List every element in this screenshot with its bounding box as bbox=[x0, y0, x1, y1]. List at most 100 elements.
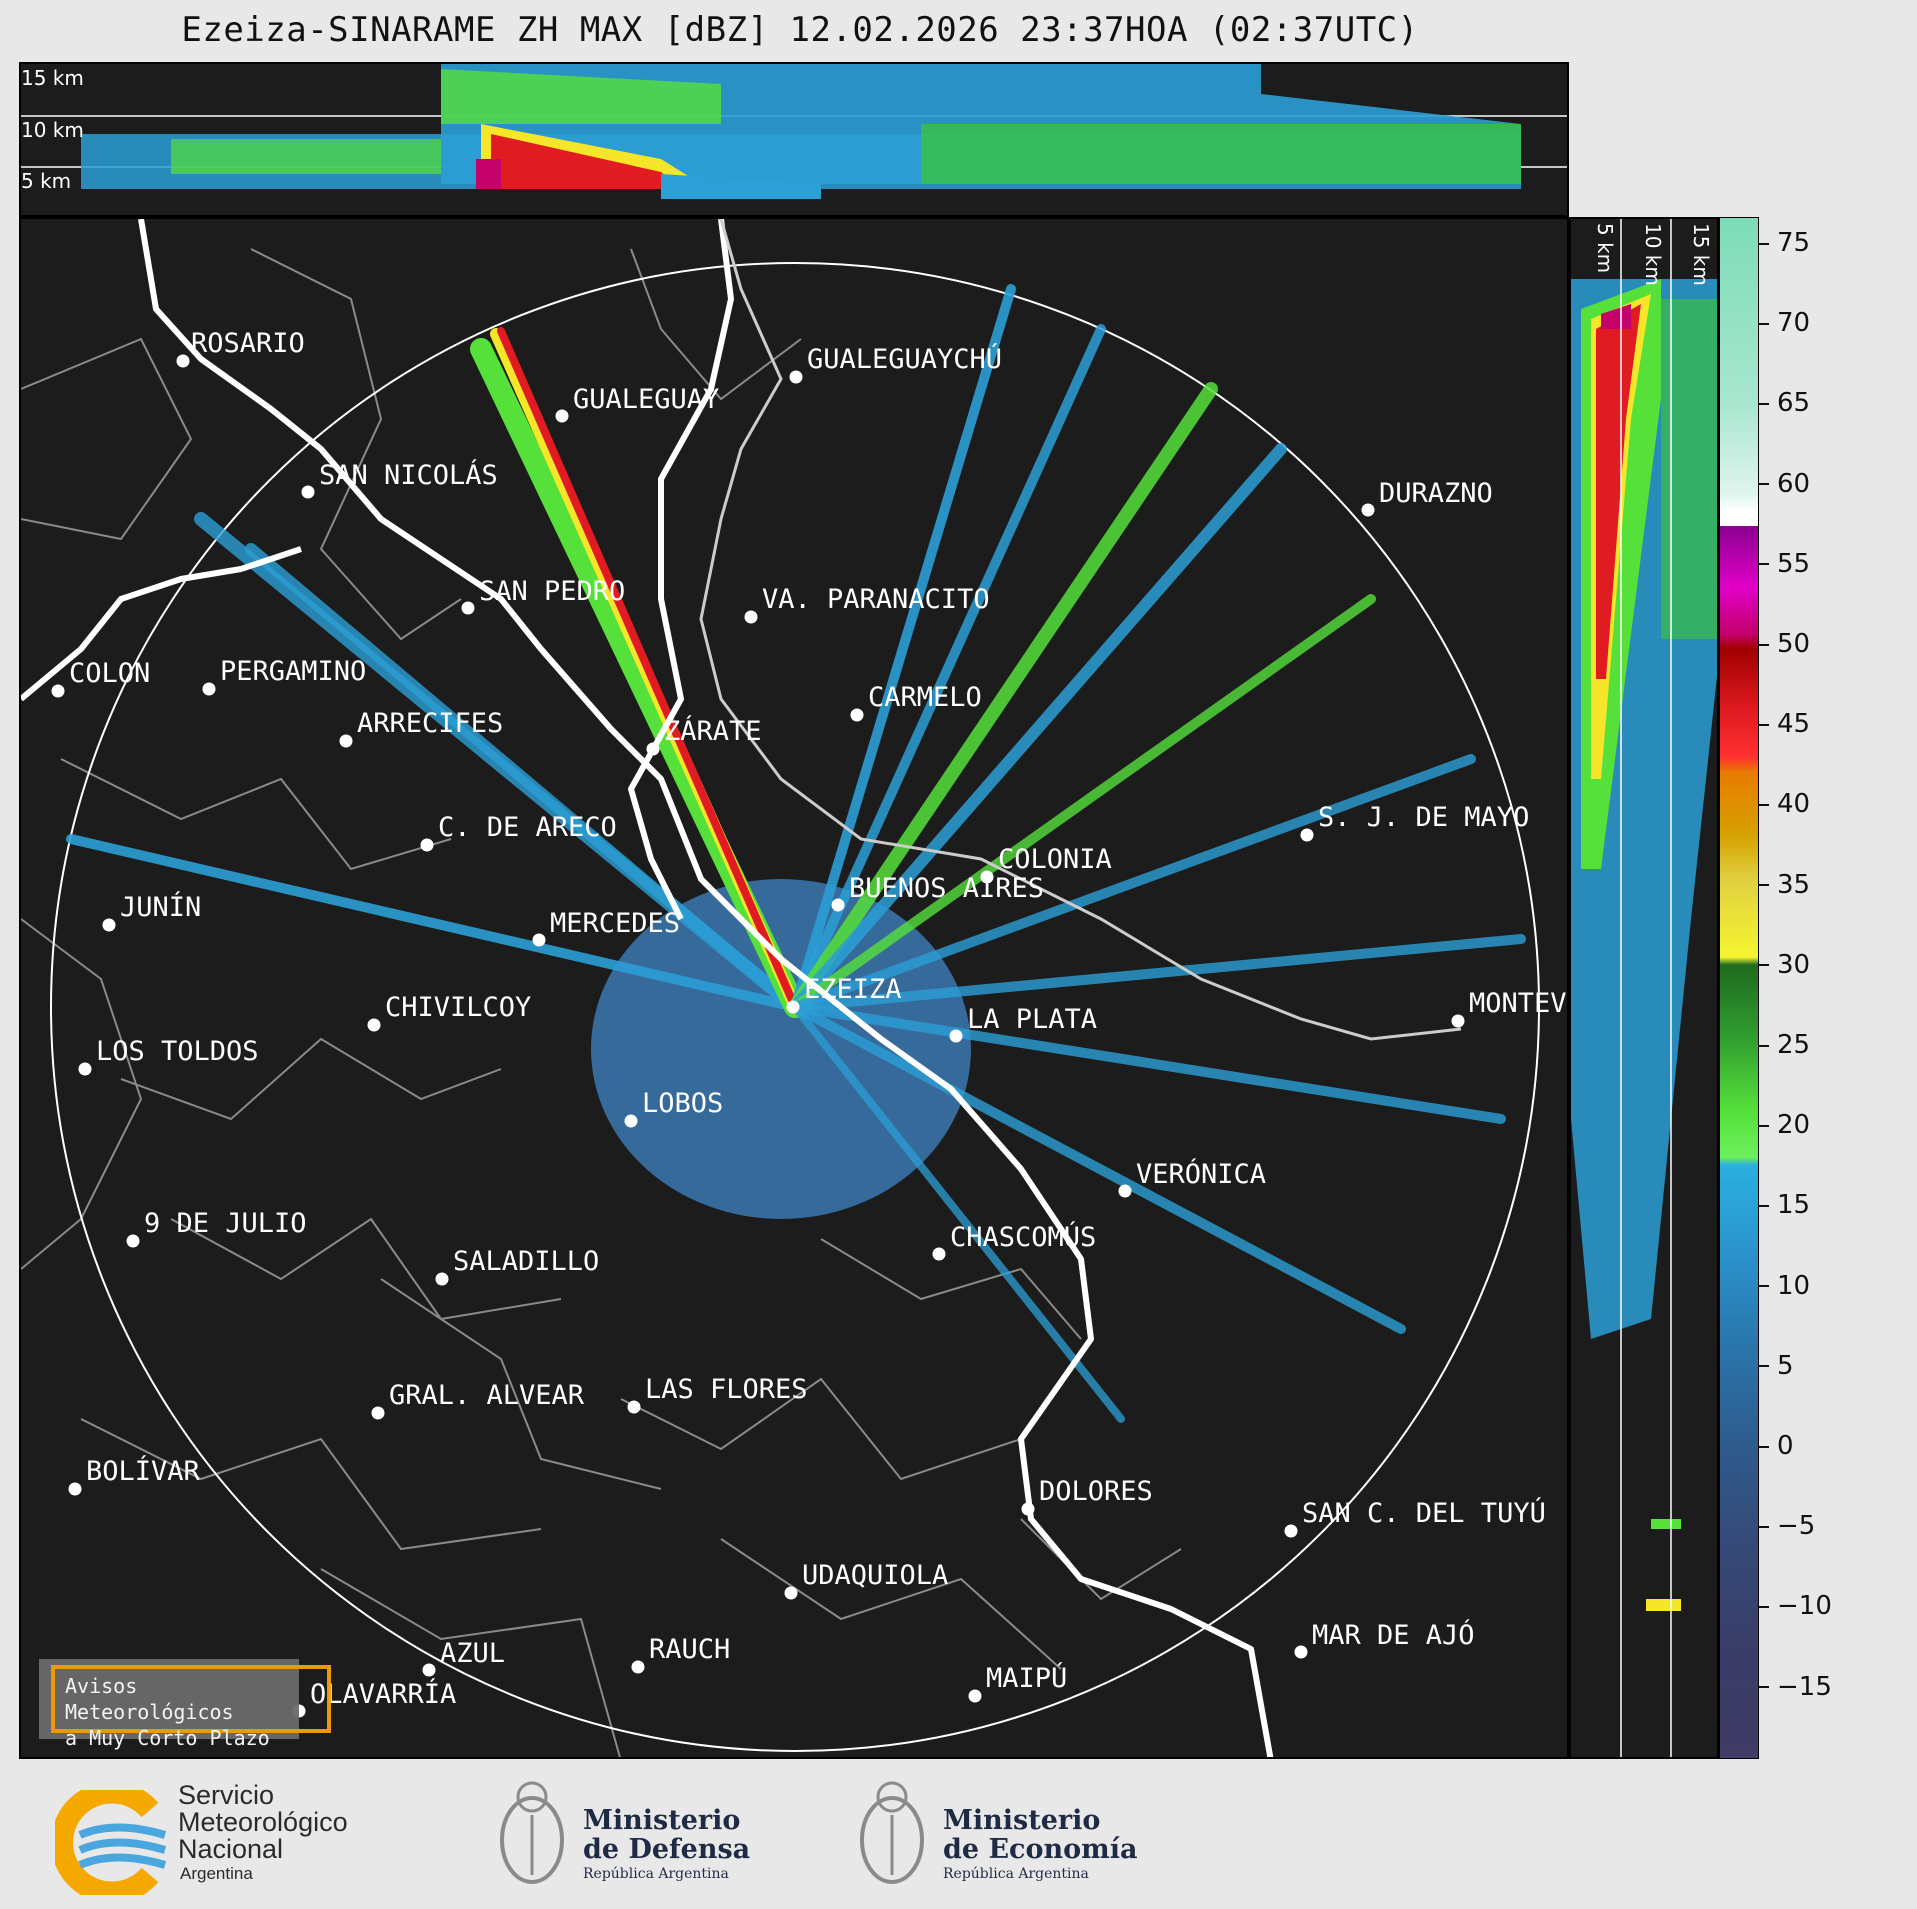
city-label-los-toldos: LOS TOLDOS bbox=[96, 1036, 259, 1067]
city-label-va-paranacito: VA. PARANACITO bbox=[762, 584, 990, 615]
city-marker-pergamino bbox=[202, 682, 216, 696]
smn-country: Argentina bbox=[180, 1864, 253, 1883]
side-cross-section-plot bbox=[1571, 219, 1717, 1757]
colorbar-tick-label: 40 bbox=[1759, 789, 1810, 819]
city-marker-rauch bbox=[631, 1660, 645, 1674]
economia-title-line2: de Economía bbox=[943, 1834, 1138, 1865]
warning-box-line1: Avisos Meteorológicos bbox=[65, 1674, 234, 1724]
warning-box[interactable]: Avisos Meteorológicos a Muy Corto Plazo bbox=[39, 1659, 331, 1750]
defensa-title-line1: Ministerio bbox=[583, 1805, 741, 1836]
colorbar-tick-label: 50 bbox=[1759, 629, 1810, 659]
chart-title: Ezeiza-SINARAME ZH MAX [dBZ] 12.02.2026 … bbox=[181, 10, 1419, 50]
city-label-san-nicolas: SAN NICOLÁS bbox=[319, 459, 498, 491]
city-marker-zarate bbox=[646, 742, 660, 756]
defensa-title-line2: de Defensa bbox=[583, 1834, 751, 1865]
colorbar-tick-label: 0 bbox=[1759, 1431, 1794, 1461]
city-marker-chascomus bbox=[932, 1247, 946, 1261]
city-label-saladillo: SALADILLO bbox=[453, 1246, 599, 1277]
city-label-junin: JUNÍN bbox=[120, 891, 201, 923]
city-marker-gral-alvear bbox=[371, 1406, 385, 1420]
city-label-maipu: MAIPÚ bbox=[986, 1662, 1067, 1694]
city-marker-saladillo bbox=[435, 1272, 449, 1286]
city-marker-san-pedro bbox=[461, 601, 475, 615]
coastline-and-rivers bbox=[21, 219, 1274, 1757]
colorbar-tick-label: 5 bbox=[1759, 1351, 1794, 1381]
city-marker-arrecifes bbox=[339, 734, 353, 748]
radar-map-panel: ROSARIO GUALEGUAYCHÚ GUALEGUAY SAN NICOLÁS D… bbox=[19, 217, 1569, 1759]
city-label-san-pedro: SAN PEDRO bbox=[479, 576, 625, 607]
city-label-s-j-de-mayo: S. J. DE MAYO bbox=[1318, 802, 1529, 833]
district-borders bbox=[21, 248, 1182, 1757]
defensa-coat-of-arms-icon bbox=[500, 1781, 564, 1884]
colorbar-tick-label: 70 bbox=[1759, 308, 1810, 338]
uruguay-border bbox=[699, 219, 1462, 1041]
side-cross-section-panel: 5 km 10 km 15 km bbox=[1569, 217, 1719, 1759]
footer: Servicio Meteorológico Nacional Argentin… bbox=[0, 1760, 1917, 1909]
city-label-gualeguaychu: GUALEGUAYCHÚ bbox=[807, 343, 1002, 375]
warning-box-line2: a Muy Corto Plazo bbox=[65, 1726, 270, 1750]
city-label-arrecifes: ARRECIFES bbox=[357, 708, 503, 739]
city-label-pergamino: PERGAMINO bbox=[220, 656, 366, 687]
city-marker-maipu bbox=[968, 1689, 982, 1703]
city-marker-c-de-areco bbox=[420, 838, 434, 852]
city-marker-carmelo bbox=[850, 708, 864, 722]
city-label-olavarria: OLAVARRÍA bbox=[310, 1678, 456, 1710]
smn-name-line1: Servicio bbox=[178, 1780, 275, 1810]
city-label-mercedes: MERCEDES bbox=[550, 908, 680, 939]
city-label-gualeguay: GUALEGUAY bbox=[573, 384, 719, 415]
city-marker-bolivar bbox=[68, 1482, 82, 1496]
city-layer: ROSARIO GUALEGUAYCHÚ GUALEGUAY SAN NICOLÁS D… bbox=[51, 328, 1567, 1718]
city-label-chivilcoy: CHIVILCOY bbox=[385, 992, 531, 1023]
top-cross-section-plot bbox=[21, 64, 1567, 199]
colorbar-tick-label: −10 bbox=[1759, 1591, 1832, 1621]
city-marker-ezeiza bbox=[786, 1000, 800, 1014]
city-label-azul: AZUL bbox=[440, 1638, 505, 1669]
city-marker-san-c-del-tuyu bbox=[1284, 1524, 1298, 1538]
side-altitude-label-15km: 15 km bbox=[1689, 223, 1713, 286]
radar-map: ROSARIO GUALEGUAYCHÚ GUALEGUAY SAN NICOLÁS D… bbox=[21, 219, 1567, 1757]
city-label-rosario: ROSARIO bbox=[191, 328, 305, 359]
city-marker-durazno bbox=[1361, 503, 1375, 517]
colorbar-tick-label: 25 bbox=[1759, 1030, 1810, 1060]
city-label-udaquiola: UDAQUIOLA bbox=[802, 1560, 948, 1591]
city-label-san-c-del-tuyu: SAN C. DEL TUYÚ bbox=[1302, 1497, 1546, 1529]
city-marker-buenos-aires bbox=[831, 898, 845, 912]
city-marker-chivilcoy bbox=[367, 1018, 381, 1032]
economia-subtitle: República Argentina bbox=[943, 1866, 1089, 1882]
city-marker-dolores bbox=[1021, 1502, 1035, 1516]
colorbar-tick-label: −15 bbox=[1759, 1672, 1832, 1702]
city-label-carmelo: CARMELO bbox=[868, 682, 982, 713]
city-marker-veronica bbox=[1118, 1184, 1132, 1198]
city-label-mar-de-ajo: MAR DE AJÓ bbox=[1312, 1619, 1475, 1651]
top-cross-section-panel: 15 km 10 km 5 km bbox=[19, 62, 1569, 217]
city-marker-colon bbox=[51, 684, 65, 698]
city-marker-la-plata bbox=[949, 1029, 963, 1043]
city-label-colonia: COLONIA bbox=[998, 844, 1112, 875]
side-altitude-label-5km: 5 km bbox=[1593, 223, 1617, 274]
city-label-ezeiza: EZEIZA bbox=[804, 974, 902, 1005]
city-marker-gualeguaychu bbox=[789, 370, 803, 384]
economia-title-line1: Ministerio bbox=[943, 1805, 1101, 1836]
colorbar-ticks: 75 70 65 60 55 50 45 40 35 30 25 20 15 10 5 0 −5 −10 −15 bbox=[1759, 217, 1879, 1759]
city-marker-udaquiola bbox=[784, 1586, 798, 1600]
city-marker-9-de-julio bbox=[126, 1234, 140, 1248]
city-label-9-de-julio: 9 DE JULIO bbox=[144, 1208, 307, 1239]
city-label-bolivar: BOLÍVAR bbox=[86, 1455, 201, 1487]
colorbar-tick-label: 35 bbox=[1759, 870, 1810, 900]
city-marker-s-j-de-mayo bbox=[1300, 828, 1314, 842]
city-label-veronica: VERÓNICA bbox=[1136, 1158, 1266, 1190]
city-marker-mercedes bbox=[532, 933, 546, 947]
defensa-subtitle: República Argentina bbox=[583, 1866, 729, 1882]
economia-coat-of-arms-icon bbox=[860, 1781, 924, 1884]
city-label-lobos: LOBOS bbox=[642, 1088, 723, 1119]
colorbar-tick-label: 65 bbox=[1759, 388, 1810, 418]
city-marker-san-nicolas bbox=[301, 485, 315, 499]
city-label-buenos-aires: BUENOS AIRES bbox=[849, 873, 1044, 904]
city-label-dolores: DOLORES bbox=[1039, 1476, 1153, 1507]
top-altitude-label-10km: 10 km bbox=[21, 118, 84, 142]
city-label-las-flores: LAS FLORES bbox=[645, 1374, 808, 1405]
city-marker-los-toldos bbox=[78, 1062, 92, 1076]
colorbar-tick-label: 10 bbox=[1759, 1271, 1810, 1301]
top-altitude-label-15km: 15 km bbox=[21, 66, 84, 90]
range-ring bbox=[50, 262, 1540, 1752]
